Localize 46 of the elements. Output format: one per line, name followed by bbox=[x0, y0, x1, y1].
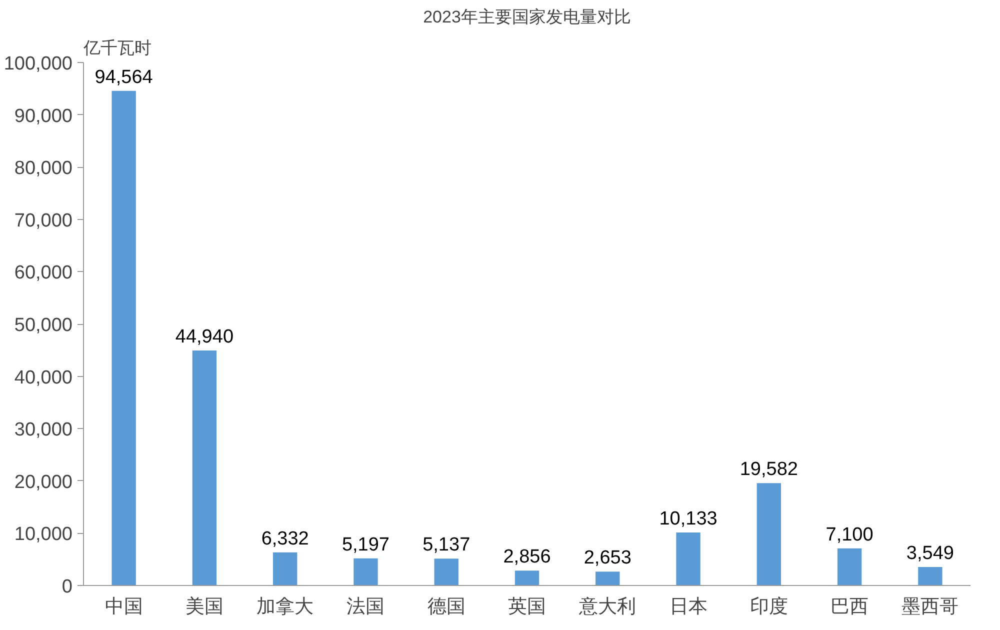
data-label: 94,564 bbox=[94, 66, 154, 88]
bar bbox=[354, 558, 378, 586]
data-label: 10,133 bbox=[659, 508, 718, 530]
chart-title: 2023年主要国家发电量对比 bbox=[423, 8, 631, 26]
x-tick-label: 中国 bbox=[104, 596, 143, 618]
y-axis-title: 亿千瓦时 bbox=[82, 38, 152, 58]
y-tick-label: 20,000 bbox=[14, 472, 73, 493]
x-tick-label: 美国 bbox=[185, 596, 224, 618]
data-label: 5,137 bbox=[422, 534, 470, 556]
y-tick-label: 0 bbox=[62, 576, 73, 598]
y-tick-label: 80,000 bbox=[14, 158, 73, 180]
y-tick-label: 60,000 bbox=[14, 262, 73, 284]
y-tick-label: 30,000 bbox=[14, 420, 73, 441]
data-label: 2,653 bbox=[584, 548, 632, 569]
bar bbox=[272, 552, 298, 586]
bar bbox=[192, 350, 217, 586]
data-label: 19,582 bbox=[740, 459, 798, 480]
x-tick-label: 英国 bbox=[508, 596, 546, 618]
bar bbox=[514, 570, 540, 586]
x-tick-label: 印度 bbox=[750, 596, 788, 618]
bar bbox=[596, 572, 620, 586]
x-tick-label: 巴西 bbox=[830, 596, 869, 618]
data-label: 6,332 bbox=[261, 528, 309, 550]
bar bbox=[676, 532, 700, 586]
data-label: 2,856 bbox=[503, 546, 551, 568]
x-tick-label: 法国 bbox=[346, 596, 385, 618]
bar bbox=[756, 483, 782, 586]
y-tick-label: 70,000 bbox=[14, 210, 73, 232]
y-tick-label: 40,000 bbox=[14, 367, 73, 388]
y-tick-label: 90,000 bbox=[14, 106, 73, 127]
bar bbox=[918, 566, 942, 586]
bar bbox=[112, 90, 136, 586]
data-label: 5,197 bbox=[342, 534, 390, 556]
x-tick-label: 日本 bbox=[669, 596, 708, 618]
bar bbox=[434, 558, 458, 586]
y-tick-label: 50,000 bbox=[14, 315, 73, 336]
x-tick-label: 加拿大 bbox=[256, 596, 314, 618]
data-label: 44,940 bbox=[175, 326, 234, 348]
data-label: 7,100 bbox=[826, 524, 874, 546]
y-tick-label: 100,000 bbox=[4, 54, 73, 74]
x-tick-label: 墨西哥 bbox=[902, 596, 959, 618]
data-label: 3,549 bbox=[906, 542, 954, 564]
bar bbox=[837, 548, 862, 586]
x-tick-label: 德国 bbox=[427, 596, 466, 618]
x-tick-label: 意大利 bbox=[578, 596, 636, 618]
y-tick-label: 10,000 bbox=[14, 524, 73, 546]
